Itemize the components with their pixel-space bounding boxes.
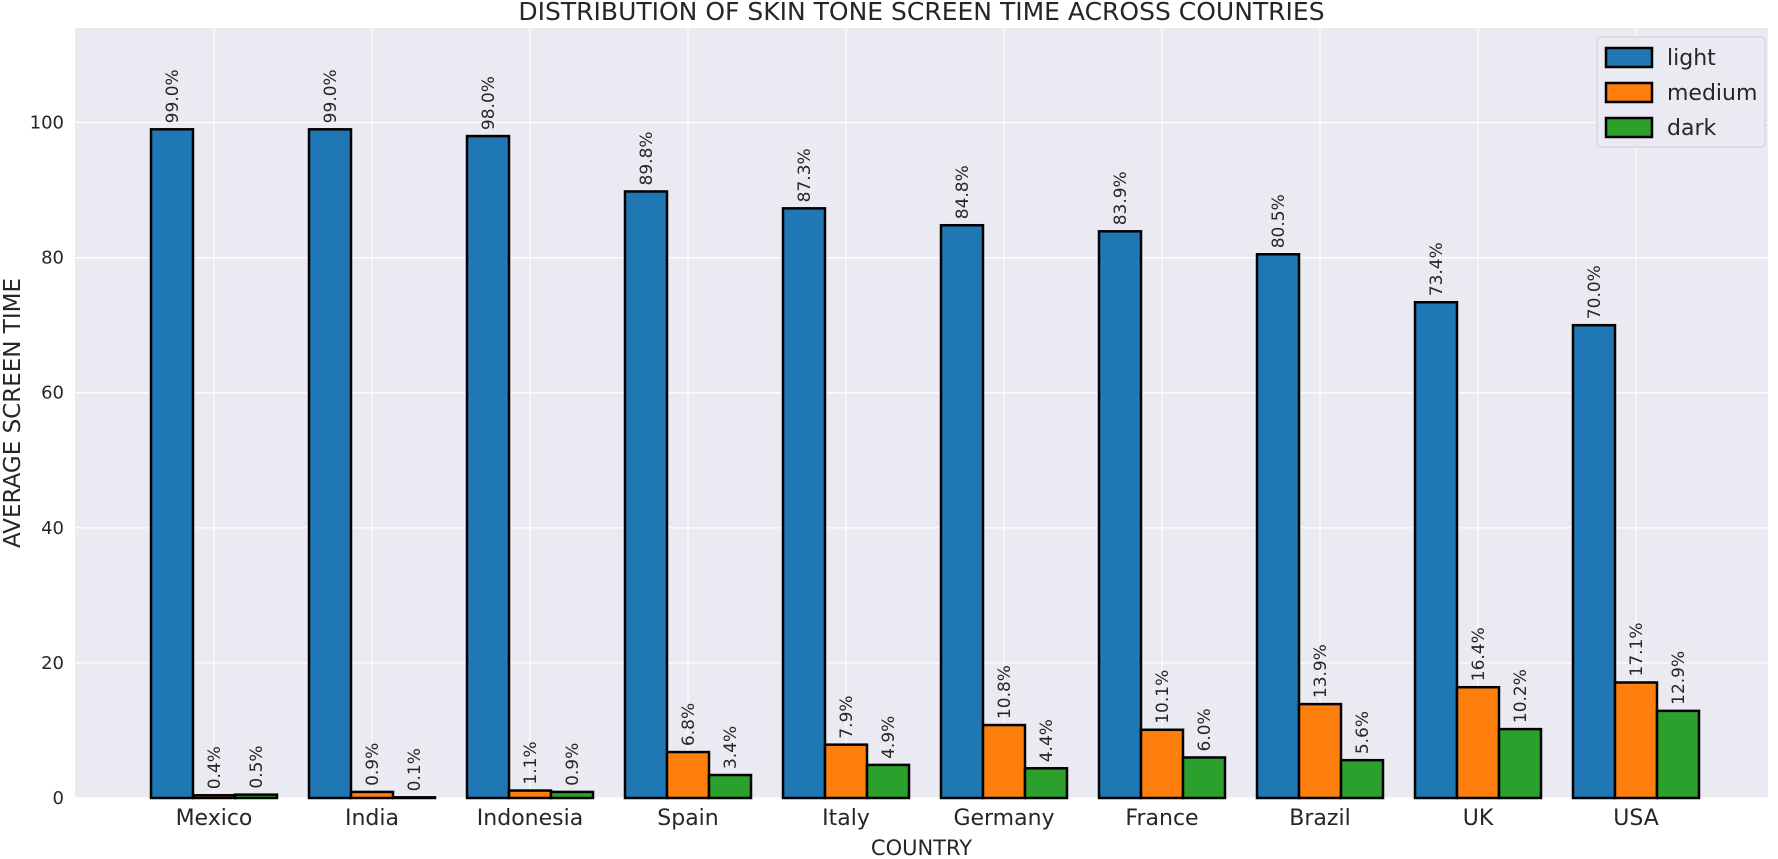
bar-dark xyxy=(391,796,437,800)
bar-value-label: 6.8% xyxy=(679,703,699,746)
legend: light medium dark xyxy=(1596,36,1766,148)
x-axis-title: COUNTRY xyxy=(871,836,972,859)
x-tick-label: Germany xyxy=(953,806,1054,831)
bar-medium xyxy=(1455,685,1501,800)
bar-light xyxy=(1255,253,1301,800)
x-tick-label: India xyxy=(345,806,399,831)
bars xyxy=(149,128,1701,800)
legend-swatch-light xyxy=(1604,46,1654,69)
bar-medium xyxy=(191,794,237,800)
bar-value-label: 98.0% xyxy=(479,76,499,130)
y-tick-label: 20 xyxy=(41,653,64,674)
legend-label-dark: dark xyxy=(1667,116,1716,141)
bar-medium xyxy=(507,789,553,800)
bar-light xyxy=(149,128,195,800)
x-tick-label: Brazil xyxy=(1289,806,1350,831)
plot-area xyxy=(75,28,1768,798)
bar-value-label: 7.9% xyxy=(837,695,857,738)
bar-value-label: 10.1% xyxy=(1153,670,1173,724)
bar-light xyxy=(1413,300,1459,800)
y-tick-label: 60 xyxy=(41,383,64,404)
bar-light xyxy=(1097,230,1143,800)
bar-value-label: 99.0% xyxy=(163,69,183,123)
y-tick-label: 80 xyxy=(41,248,64,269)
bar-light xyxy=(307,128,353,800)
bar-dark xyxy=(233,793,279,800)
bar-value-label: 4.9% xyxy=(879,716,899,759)
bar-dark xyxy=(549,790,595,800)
bar-dark xyxy=(1023,767,1069,800)
bar-value-labels: 99.0% 99.0% 98.0% 89.8% 87.3% 84.8% 83.9% 80.5%… xyxy=(163,69,1689,791)
legend-swatch-medium xyxy=(1604,81,1654,104)
bar-value-label: 0.9% xyxy=(563,743,583,786)
bar-value-label: 0.1% xyxy=(405,748,425,791)
bar-value-label: 17.1% xyxy=(1627,622,1647,676)
bar-dark xyxy=(1181,756,1227,800)
bar-value-label: 3.4% xyxy=(721,726,741,769)
bar-value-label: 84.8% xyxy=(953,165,973,219)
bar-medium xyxy=(1297,702,1343,800)
legend-label-medium: medium xyxy=(1667,81,1757,106)
bar-value-label: 4.4% xyxy=(1037,719,1057,762)
x-tick-labels: Mexico India Indonesia Spain Italy Germany Fra… xyxy=(176,806,1659,831)
bar-dark xyxy=(865,763,911,800)
bar-medium xyxy=(1139,728,1185,800)
bar-value-label: 12.9% xyxy=(1669,651,1689,705)
bar-value-label: 0.9% xyxy=(363,743,383,786)
bar-light xyxy=(939,223,985,800)
bar-value-label: 6.0% xyxy=(1195,708,1215,751)
bar-value-label: 87.3% xyxy=(795,148,815,202)
bar-medium xyxy=(349,790,395,800)
y-tick-labels: 0 20 40 60 80 100 xyxy=(30,113,64,809)
x-tick-label: Mexico xyxy=(176,806,253,831)
bar-value-label: 16.4% xyxy=(1469,627,1489,681)
bar-value-label: 10.2% xyxy=(1511,669,1531,723)
bar-light xyxy=(1571,323,1617,800)
grid-lines xyxy=(75,28,1768,799)
bar-medium xyxy=(665,750,711,800)
bar-value-label: 70.0% xyxy=(1585,265,1605,319)
bar-value-label: 89.8% xyxy=(637,131,657,185)
legend-swatch-dark xyxy=(1604,116,1654,139)
bar-medium xyxy=(981,723,1027,800)
chart-title: DISTRIBUTION OF SKIN TONE SCREEN TIME AC… xyxy=(518,0,1324,26)
bar-dark xyxy=(1339,758,1385,800)
x-tick-label: Italy xyxy=(822,806,870,831)
x-tick-label: France xyxy=(1125,806,1198,831)
bar-value-label: 80.5% xyxy=(1269,194,1289,248)
bar-light xyxy=(623,190,669,800)
bar-dark xyxy=(707,773,753,800)
bar-light xyxy=(465,134,511,800)
bar-dark xyxy=(1497,727,1543,800)
bar-medium xyxy=(823,743,869,800)
bar-value-label: 83.9% xyxy=(1111,171,1131,225)
bar-value-label: 5.6% xyxy=(1353,711,1373,754)
bar-value-label: 10.8% xyxy=(995,665,1015,719)
bar-value-label: 99.0% xyxy=(321,69,341,123)
y-axis-title: AVERAGE SCREEN TIME xyxy=(0,278,26,548)
y-tick-label: 40 xyxy=(41,518,64,539)
legend-label-light: light xyxy=(1667,46,1716,71)
bar-value-label: 13.9% xyxy=(1311,644,1331,698)
bar-light xyxy=(781,207,827,800)
y-tick-label: 0 xyxy=(53,788,64,809)
bar-value-label: 0.4% xyxy=(205,746,225,789)
bar-medium xyxy=(1613,681,1659,800)
x-tick-label: Spain xyxy=(657,806,718,831)
x-tick-label: Indonesia xyxy=(477,806,583,831)
bar-value-label: 0.5% xyxy=(247,745,267,788)
x-tick-label: UK xyxy=(1463,806,1494,831)
y-tick-label: 100 xyxy=(30,113,64,134)
bar-dark xyxy=(1655,709,1701,800)
x-tick-label: USA xyxy=(1613,806,1659,831)
bar-value-label: 1.1% xyxy=(521,741,541,784)
bar-value-label: 73.4% xyxy=(1427,242,1447,296)
